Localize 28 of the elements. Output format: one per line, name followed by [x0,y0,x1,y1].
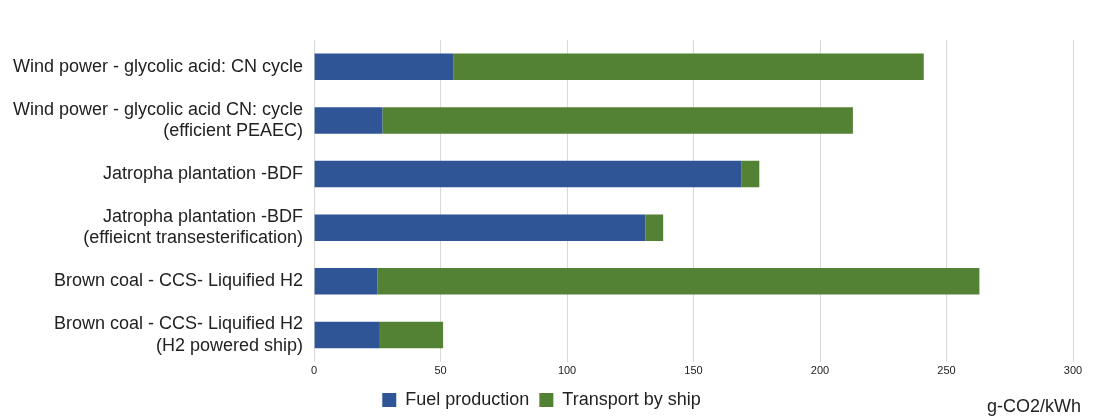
x-tick-label: 50 [434,364,447,377]
y-tick-label: Wind power - glycolic acid: CN cycle [12,55,304,76]
y-tick-label: Jatropha plantation -BDF (effieicnt transesterification) [83,205,304,248]
y-tick-label: Brown coal - CCS- Liquified H2 (H2 powered ship) [53,313,304,355]
y-tick-label: Jatropha plantation -BDF [102,163,304,184]
bar [645,214,664,241]
bar [741,160,760,188]
bar [314,214,646,241]
bar [453,53,924,81]
bar [314,160,742,188]
bar [382,107,853,134]
bar [314,53,454,81]
y-tick-label: Brown coal - CCS- Liquified H2 [53,270,304,291]
x-tick-label: 200 [810,364,830,377]
y-tick-label: Wind power - glycolic acid CN: cycle (efficient PEAEC) [12,98,304,141]
x-tick-label: 0 [311,364,318,377]
x-axis-title: g-CO2/kWh [986,396,1081,417]
bar [314,107,383,134]
bar [379,321,444,349]
x-tick-label: 100 [557,364,577,377]
x-tick-label: 300 [1063,364,1083,377]
x-tick-label: 250 [937,364,956,377]
bar [377,268,980,295]
legend-label: Transport by ship [562,388,701,409]
x-tick-label: 150 [684,364,703,377]
legend-label: Fuel production [405,388,530,409]
bar [314,268,378,295]
bar [314,321,380,349]
